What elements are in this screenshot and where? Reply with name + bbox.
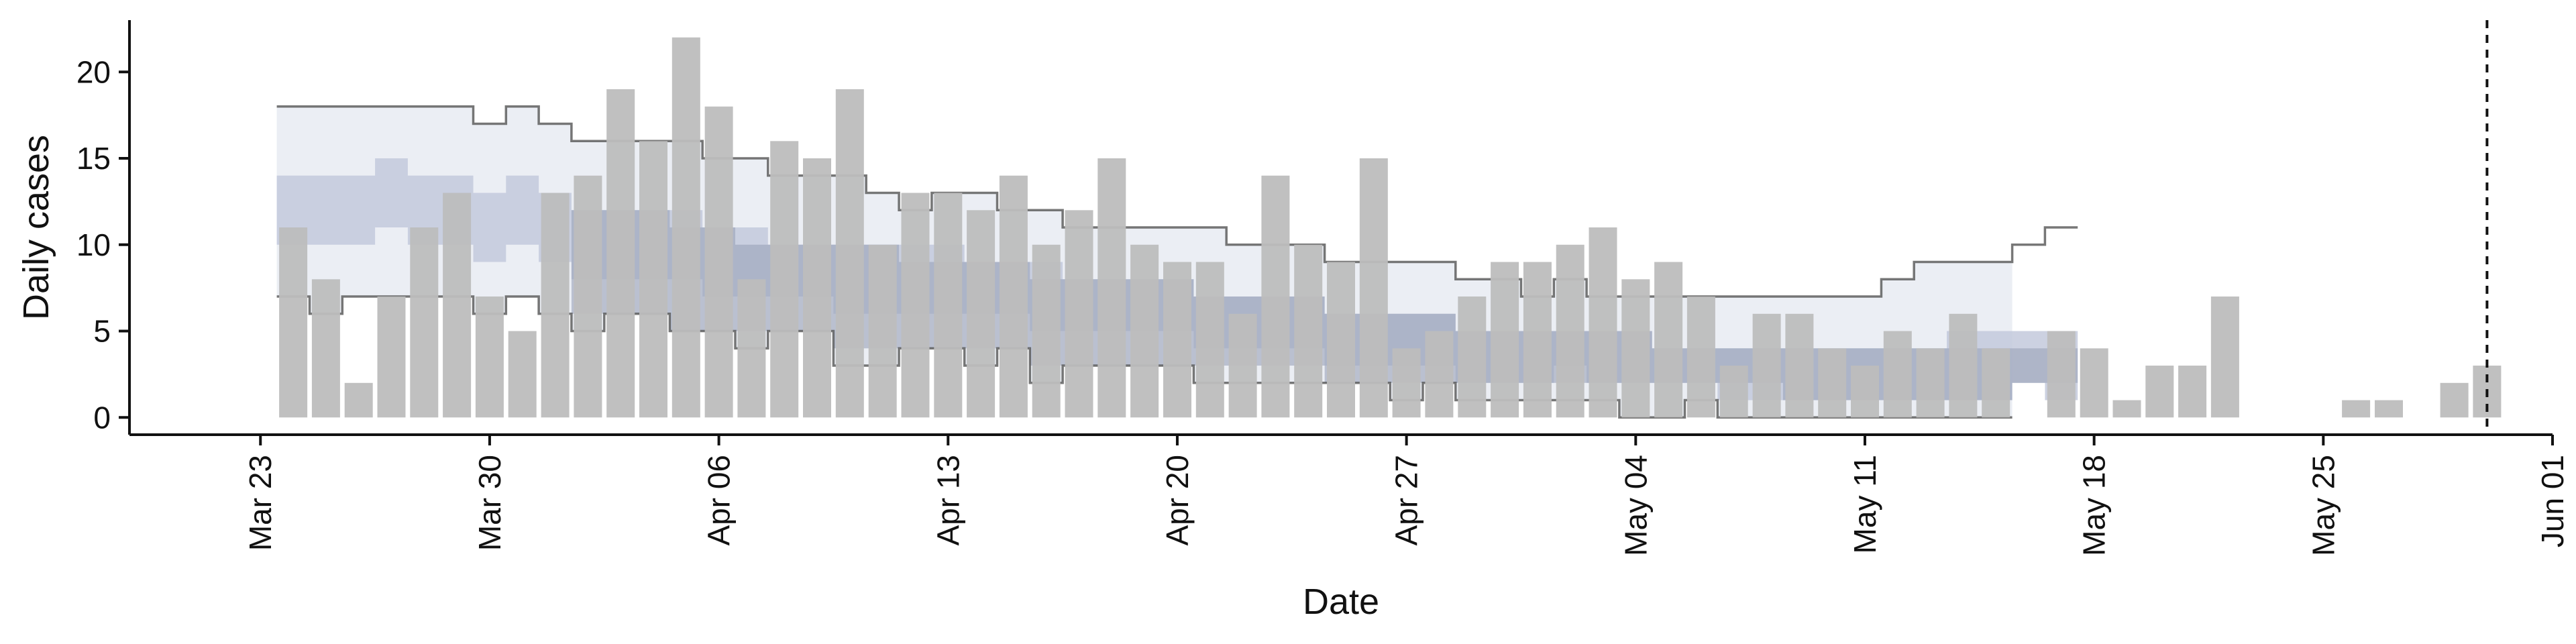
bar xyxy=(1327,262,1355,418)
x-tick-label: May 25 xyxy=(2306,455,2341,556)
bar xyxy=(1851,366,1879,418)
bar xyxy=(967,210,996,418)
bar xyxy=(1523,262,1552,418)
bar xyxy=(1425,331,1454,418)
bar xyxy=(1261,175,1290,418)
x-tick-label: May 18 xyxy=(2077,455,2112,556)
x-tick-label: Apr 13 xyxy=(930,455,965,546)
plot-area xyxy=(276,20,2502,435)
daily-case-bars xyxy=(279,37,2502,418)
bar xyxy=(279,227,308,418)
x-tick-label: May 11 xyxy=(1847,455,1882,553)
bar xyxy=(1491,262,1519,418)
bar xyxy=(1686,297,1715,418)
bar xyxy=(2145,366,2174,418)
x-axis-title: Date xyxy=(1303,582,1379,622)
bar xyxy=(1556,244,1585,418)
axes: 0 5 10 15 20 Mar 23 Mar 30 Apr 06 Apr 13 Apr 20 A… xyxy=(16,20,2570,622)
bar xyxy=(1130,244,1159,418)
bar xyxy=(803,158,831,418)
bar xyxy=(934,193,963,418)
bar xyxy=(1065,210,1093,418)
bar xyxy=(1228,313,1257,418)
bar xyxy=(1719,366,1748,418)
x-tick-label: May 04 xyxy=(1618,455,1653,556)
x-tick-label: Apr 06 xyxy=(702,455,737,546)
bar xyxy=(1392,348,1421,418)
bar xyxy=(1458,297,1487,418)
bar xyxy=(1032,244,1061,418)
bar xyxy=(2440,382,2469,418)
x-tick-label: Apr 20 xyxy=(1160,455,1195,546)
bar xyxy=(606,89,635,418)
y-tick-label: 15 xyxy=(76,141,111,176)
bar xyxy=(1785,313,1814,418)
y-tick-label: 10 xyxy=(76,227,111,262)
bar xyxy=(311,279,340,418)
bar xyxy=(1589,227,1617,418)
y-tick-label: 5 xyxy=(93,314,111,349)
bar xyxy=(1982,348,2010,418)
y-tick-label: 0 xyxy=(93,400,111,435)
bar xyxy=(835,89,864,418)
y-axis-title: Daily cases xyxy=(16,135,56,320)
bar xyxy=(2210,297,2239,418)
bar xyxy=(1916,348,1945,418)
bar xyxy=(672,37,700,418)
bar xyxy=(2112,400,2141,418)
bar xyxy=(770,141,799,418)
bar xyxy=(1097,158,1126,418)
bar xyxy=(1949,313,1978,418)
forecast-upper-line xyxy=(276,105,2078,298)
bar xyxy=(1195,262,1224,418)
bar xyxy=(999,175,1028,418)
bar xyxy=(1359,158,1388,418)
bar xyxy=(574,175,602,418)
x-tick-label: Apr 27 xyxy=(1389,455,1424,546)
y-axis-ticks: 0 5 10 15 20 xyxy=(76,54,129,435)
bar xyxy=(1654,262,1683,418)
bar xyxy=(737,279,766,418)
bar xyxy=(2375,400,2403,418)
bar xyxy=(443,193,472,418)
x-tick-label: Mar 23 xyxy=(243,455,278,551)
bar xyxy=(2080,348,2108,418)
bar xyxy=(344,382,373,418)
bar xyxy=(541,193,570,418)
bar xyxy=(1163,262,1191,418)
bar xyxy=(1883,331,1912,418)
bar xyxy=(1818,348,1847,418)
bar xyxy=(508,331,537,418)
bar xyxy=(704,106,733,418)
x-tick-label: Jun 01 xyxy=(2535,455,2570,547)
bar xyxy=(2178,366,2207,418)
x-tick-label: Mar 30 xyxy=(472,455,507,551)
bar xyxy=(475,297,504,418)
y-tick-label: 20 xyxy=(76,54,111,89)
bar xyxy=(2047,331,2076,418)
bar xyxy=(639,141,667,418)
bar xyxy=(901,193,930,418)
bar xyxy=(1621,279,1650,418)
bar xyxy=(1752,313,1781,418)
x-axis-ticks: Mar 23 Mar 30 Apr 06 Apr 13 Apr 20 Apr 27 May … xyxy=(243,435,2570,556)
bar xyxy=(410,227,439,418)
bar xyxy=(868,244,897,418)
bar xyxy=(1294,244,1323,418)
bar xyxy=(2342,400,2371,418)
bar xyxy=(377,297,406,418)
